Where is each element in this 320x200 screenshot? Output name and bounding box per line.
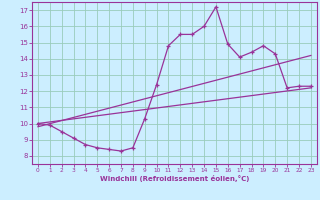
X-axis label: Windchill (Refroidissement éolien,°C): Windchill (Refroidissement éolien,°C): [100, 175, 249, 182]
